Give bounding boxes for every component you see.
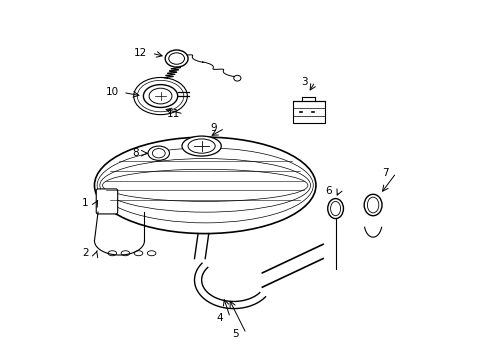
Ellipse shape — [143, 85, 177, 108]
Text: 2: 2 — [82, 248, 89, 258]
Ellipse shape — [165, 50, 188, 67]
Text: 5: 5 — [232, 329, 239, 339]
Text: 1: 1 — [82, 198, 89, 208]
Ellipse shape — [364, 194, 381, 216]
Text: 4: 4 — [216, 312, 223, 323]
Text: 3: 3 — [301, 77, 307, 87]
Text: 12: 12 — [134, 48, 147, 58]
Ellipse shape — [182, 136, 221, 156]
Text: 6: 6 — [325, 186, 331, 196]
Ellipse shape — [94, 137, 315, 234]
Text: 10: 10 — [105, 87, 119, 98]
FancyBboxPatch shape — [96, 189, 118, 214]
Text: 7: 7 — [382, 168, 388, 178]
Ellipse shape — [148, 146, 169, 160]
Text: 9: 9 — [210, 123, 217, 133]
Text: 8: 8 — [132, 148, 139, 158]
FancyBboxPatch shape — [292, 102, 324, 123]
Text: 11: 11 — [166, 109, 179, 119]
Ellipse shape — [327, 199, 343, 219]
